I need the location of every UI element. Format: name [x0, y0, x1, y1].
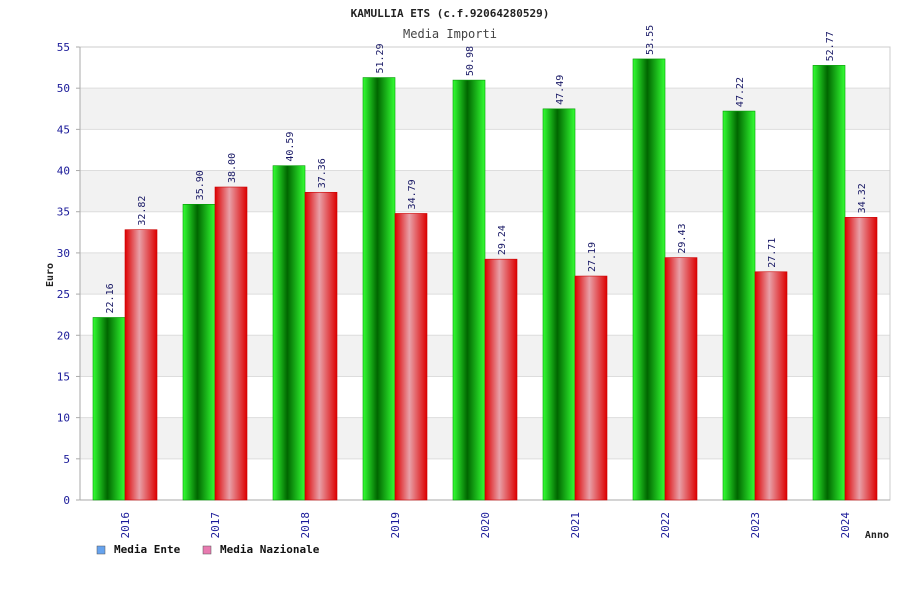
data-labels: 22.16 32.82 35.90 38.00 40.59 37.36 51.29 34.79…: [105, 25, 868, 314]
x-tick-label-2017: 2017: [209, 512, 222, 539]
bar-media-ente-2024: [812, 65, 846, 501]
y-tick-label: 20: [57, 329, 70, 342]
data-label-media-nazionale-2021: 27.19: [587, 242, 598, 272]
y-tick-label: 50: [57, 82, 70, 95]
legend-label-media-ente: Media Ente: [114, 543, 181, 556]
y-tick-label: 15: [57, 370, 70, 383]
bar-media-nazionale-2022: [664, 257, 698, 501]
bar-media-nazionale-2016: [124, 229, 158, 501]
bar-media-ente-2021: [542, 108, 576, 501]
legend: Media Ente Media Nazionale: [96, 543, 320, 556]
chart-subtitle: Media Importi: [403, 27, 497, 41]
data-label-media-nazionale-2022: 29.43: [677, 223, 688, 253]
bar-media-nazionale-2023: [754, 271, 788, 501]
y-tick-label: 25: [57, 288, 70, 301]
y-tick-labels: 0 5 10 15 20 25 30 35 40 45 50 55: [57, 41, 70, 507]
data-label-media-nazionale-2019: 34.79: [407, 179, 418, 209]
y-tick-label: 30: [57, 247, 70, 260]
bar-media-ente-2016: [92, 317, 126, 501]
legend-swatch-media-nazionale: [202, 545, 212, 555]
y-tick-label: 10: [57, 412, 70, 425]
data-label-media-ente-2021: 47.49: [555, 75, 566, 105]
y-tick-label: 35: [57, 206, 70, 219]
x-tick-label-2016: 2016: [119, 512, 132, 539]
bar-media-ente-2023: [722, 110, 756, 501]
bar-media-ente-2018: [272, 165, 306, 501]
x-tick-label-2021: 2021: [569, 512, 582, 539]
bar-media-ente-2022: [632, 58, 666, 501]
x-tick-labels: 2016 2017 2018 2019 2020 2021 2022 2023 2024: [119, 512, 852, 539]
bar-media-nazionale-2020: [484, 258, 518, 501]
data-label-media-nazionale-2017: 38.00: [227, 153, 238, 183]
x-tick-label-2023: 2023: [749, 512, 762, 539]
y-tick-label: 40: [57, 165, 70, 178]
y-axis-label: Euro: [45, 263, 56, 287]
x-tick-label-2020: 2020: [479, 512, 492, 539]
data-label-media-nazionale-2024: 34.32: [857, 183, 868, 213]
x-tick-label-2024: 2024: [839, 512, 852, 539]
chart-title: KAMULLIA ETS (c.f.92064280529): [351, 7, 550, 20]
data-label-media-ente-2016: 22.16: [105, 283, 116, 313]
data-label-media-nazionale-2016: 32.82: [137, 196, 148, 226]
data-label-media-ente-2018: 40.59: [285, 132, 296, 162]
data-label-media-ente-2017: 35.90: [195, 170, 206, 200]
x-tick-label-2018: 2018: [299, 512, 312, 539]
bar-media-ente-2019: [362, 77, 396, 501]
y-tick-label: 55: [57, 41, 70, 54]
legend-swatch-media-ente: [96, 545, 106, 555]
data-label-media-ente-2023: 47.22: [735, 77, 746, 107]
legend-label-media-nazionale: Media Nazionale: [220, 543, 320, 556]
data-label-media-nazionale-2020: 29.24: [497, 225, 508, 255]
data-label-media-nazionale-2023: 27.71: [767, 238, 778, 268]
y-tick-label: 0: [63, 494, 70, 507]
bar-media-ente-2020: [452, 79, 486, 501]
data-label-media-ente-2019: 51.29: [375, 43, 386, 73]
data-label-media-ente-2024: 52.77: [825, 31, 836, 61]
bar-media-nazionale-2018: [304, 191, 338, 501]
y-tick-label: 45: [57, 123, 70, 136]
x-axis-label: Anno: [865, 530, 889, 541]
data-label-media-ente-2020: 50.98: [465, 46, 476, 76]
x-tick-label-2022: 2022: [659, 512, 672, 539]
bar-media-nazionale-2017: [214, 186, 248, 501]
data-label-media-nazionale-2018: 37.36: [317, 158, 328, 188]
x-tick-label-2019: 2019: [389, 512, 402, 539]
y-tick-label: 5: [63, 453, 70, 466]
bar-media-nazionale-2019: [394, 213, 428, 501]
data-label-media-ente-2022: 53.55: [645, 25, 656, 55]
bar-media-nazionale-2021: [574, 275, 608, 501]
bar-media-ente-2017: [182, 204, 216, 501]
bars: [92, 58, 878, 501]
bar-media-nazionale-2024: [844, 217, 878, 501]
